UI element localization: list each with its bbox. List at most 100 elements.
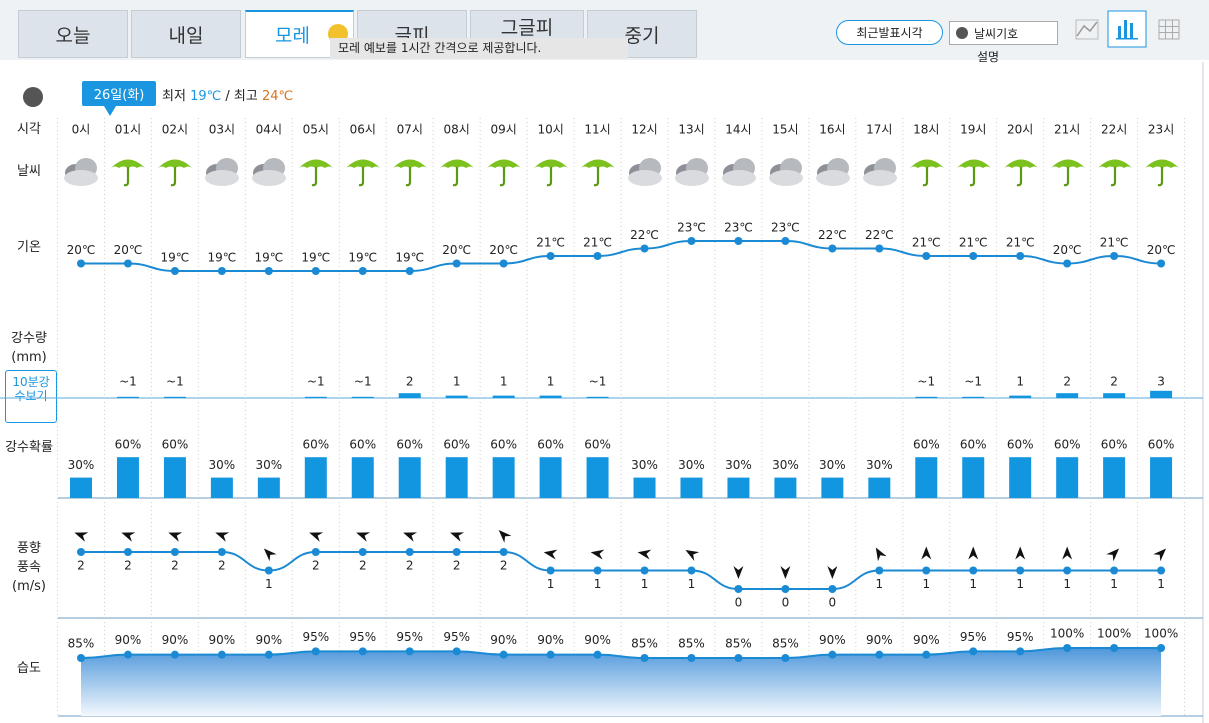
- wind-arrow: [1015, 546, 1026, 560]
- prob-bar: [962, 457, 985, 498]
- wind-arrow: [356, 532, 371, 542]
- prob-label: 60%: [913, 438, 940, 452]
- prob-bar: [398, 457, 421, 498]
- wind-dot: [922, 566, 931, 575]
- precip-bar: [586, 396, 609, 398]
- wind-dot: [1110, 566, 1119, 575]
- prob-bar: [1009, 457, 1032, 498]
- wind-dot: [452, 548, 461, 556]
- wind-dot: [1063, 566, 1072, 575]
- humidity-dot: [1157, 643, 1166, 652]
- precip-label: ~1: [119, 375, 137, 389]
- prob-bar: [1150, 457, 1173, 498]
- wind-arrow: [543, 549, 558, 560]
- prob-bar: [445, 457, 468, 498]
- humidity-label: 100%: [1050, 626, 1084, 640]
- prob-bar: [868, 477, 891, 498]
- prob-label: 60%: [537, 438, 564, 452]
- temp-dot: [311, 267, 320, 275]
- temp-dot: [969, 252, 978, 260]
- symbols-button[interactable]: 날씨기호: [949, 21, 1058, 45]
- humidity-dot: [499, 650, 508, 659]
- humidity-label: 90%: [584, 633, 611, 647]
- temp-label: 19℃: [208, 251, 237, 265]
- wind-arrow: [215, 532, 230, 542]
- prob-label: 60%: [584, 438, 611, 452]
- temp-label: 23℃: [724, 221, 753, 235]
- prob-label: 60%: [490, 438, 517, 452]
- wind-speed-label: 2: [312, 559, 320, 573]
- temp-label: 20℃: [67, 243, 96, 257]
- max-temp: 24℃: [261, 89, 294, 104]
- humidity-label: 90%: [162, 633, 189, 647]
- precip-bar: [1103, 393, 1126, 398]
- hour-label: 22시: [1101, 123, 1127, 137]
- wind-dot: [640, 566, 649, 575]
- humidity-dot: [452, 647, 461, 656]
- precip-label: 3: [1157, 375, 1165, 389]
- prob-label: 60%: [443, 438, 470, 452]
- prob-bar: [915, 457, 938, 498]
- temp-dot: [358, 267, 367, 275]
- wind-dot: [969, 566, 978, 575]
- humidity-label: 95%: [302, 630, 329, 644]
- wind-speed-label: 2: [406, 559, 414, 573]
- row-label: 강수량 (mm): [11, 331, 47, 365]
- prob-label: 60%: [1101, 438, 1128, 452]
- prob-label: 60%: [396, 438, 423, 452]
- weather-icons: [64, 158, 1179, 186]
- temp-label: 20℃: [442, 243, 471, 257]
- humidity-label: 100%: [1097, 626, 1131, 640]
- wind-dot: [217, 548, 226, 556]
- temp-label: 22℃: [818, 228, 847, 242]
- prob-bar: [304, 457, 327, 498]
- humidity-label: 90%: [866, 633, 893, 647]
- latest-button[interactable]: 최근발표시각: [836, 20, 943, 45]
- prob-bar: [492, 457, 515, 498]
- precip-bar: [304, 396, 327, 398]
- temp-label: 19℃: [254, 251, 283, 265]
- wind-dot: [828, 585, 837, 593]
- precip-label: 1: [1016, 375, 1024, 389]
- wind-arrow: [780, 566, 791, 579]
- prob-bar: [727, 477, 750, 498]
- precip-label: ~1: [917, 375, 935, 389]
- hour-label: 02시: [162, 123, 188, 137]
- temp-label: 21℃: [583, 236, 612, 250]
- humidity-label: 90%: [537, 633, 564, 647]
- temp-dot: [405, 267, 414, 275]
- humidity-dot: [1016, 647, 1025, 656]
- tab[interactable]: 내일: [131, 10, 241, 58]
- tooltip: 모레 예보를 1시간 간격으로 제공합니다.: [330, 38, 628, 59]
- tab[interactable]: 오늘: [18, 10, 128, 58]
- wind-arrow: [1062, 546, 1073, 560]
- min-max: 최저 19℃ / 최고 24℃: [162, 85, 293, 104]
- precip-bar: [116, 396, 139, 398]
- prob-label: 60%: [1148, 438, 1175, 452]
- temp-dot: [452, 259, 461, 268]
- humidity-dot: [781, 654, 790, 662]
- help-icon[interactable]: [23, 87, 43, 107]
- humidity-label: 85%: [678, 637, 705, 651]
- humidity-dot: [405, 647, 414, 656]
- hour-label: 09시: [490, 123, 516, 137]
- prob-label: 30%: [209, 458, 236, 472]
- precip-10min-button[interactable]: 10분강수보기: [5, 370, 57, 423]
- wind-dot: [405, 548, 414, 556]
- temp-dot: [1016, 252, 1025, 260]
- wind-speed-label: 1: [922, 577, 930, 591]
- hour-label: 10시: [537, 123, 563, 137]
- wind-arrow: [968, 546, 979, 560]
- hour-label: 13시: [678, 123, 704, 137]
- hour-label: 08시: [444, 123, 470, 137]
- temp-dot: [828, 244, 837, 253]
- humidity-dot: [828, 650, 837, 659]
- humidity-label: 85%: [725, 637, 752, 651]
- prob-bar: [116, 457, 139, 498]
- humidity-line: [80, 646, 1162, 659]
- prob-bar: [70, 477, 92, 498]
- prob-label: 60%: [349, 438, 376, 452]
- hour-label: 12시: [631, 123, 657, 137]
